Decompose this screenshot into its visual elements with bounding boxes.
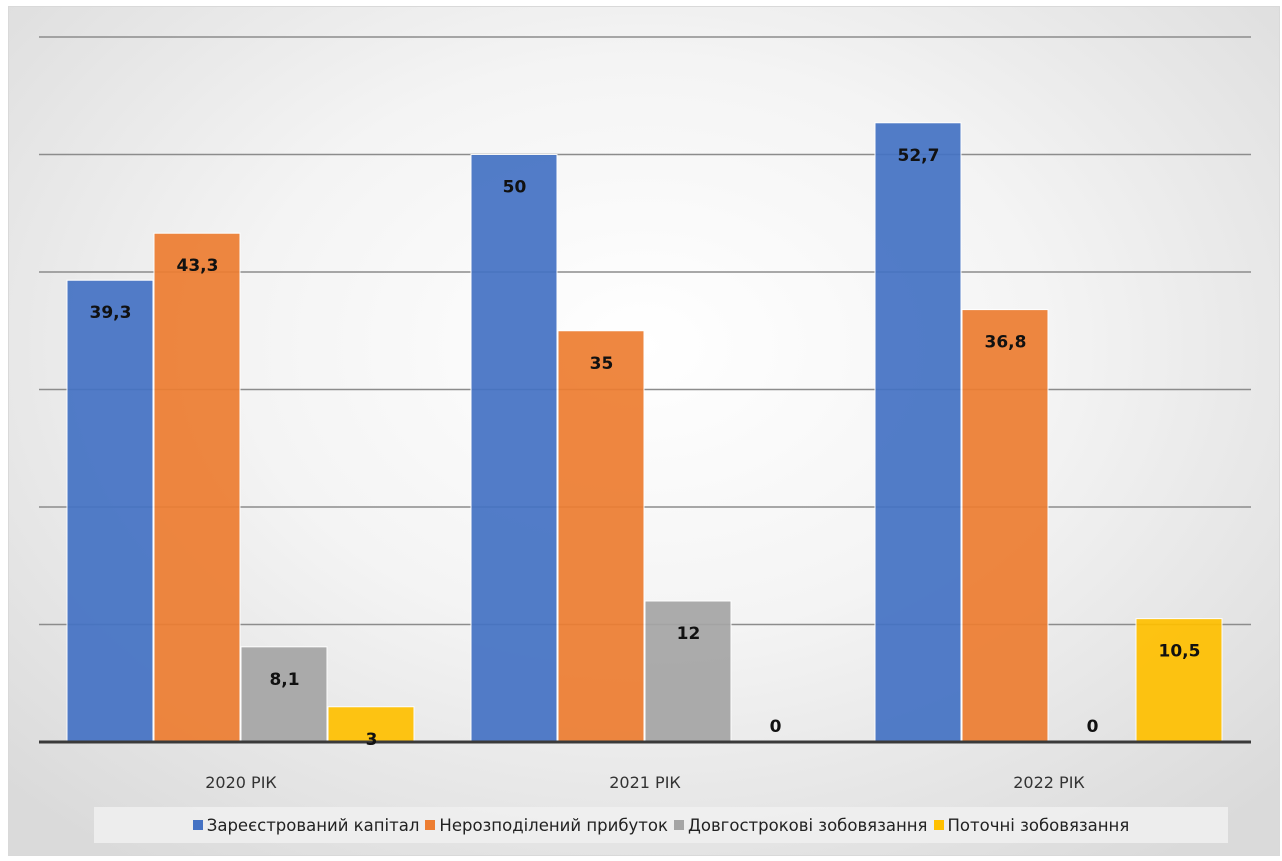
bar [470,154,558,743]
data-label: 52,7 [898,146,940,166]
chart-area: 2020 РІК 2021 РІК 2022 РІК 39,3 43,3 8,1 3 50 3… [8,6,1280,856]
legend-swatch [933,820,944,830]
legend-label: Поточні зобовязання [947,815,1130,835]
legend-swatch [673,820,684,830]
x-tick-label: 2021 РІК [609,773,681,792]
data-label: 12 [677,624,701,644]
legend-item: Зареєстрований капітал [192,815,420,835]
data-label: 10,5 [1159,642,1201,662]
bar [961,309,1049,743]
data-label: 8,1 [269,670,299,690]
bar [557,330,645,743]
bar [874,122,962,743]
bar [240,646,328,743]
x-axis: 2020 РІК 2021 РІК 2022 РІК [39,740,1251,792]
gridlines [39,36,1251,626]
legend-item: Нерозподілений прибуток [425,816,668,835]
data-label: 39,3 [90,303,132,323]
legend-swatch [192,820,203,830]
data-label: 0 [770,717,782,737]
legend-label: Нерозподілений прибуток [439,815,668,835]
x-tick-label: 2020 РІК [205,773,277,792]
bar [644,600,732,743]
data-label: 3 [366,730,378,750]
data-label: 50 [503,178,527,198]
data-label: 36,8 [985,333,1027,353]
x-tick-label: 2022 РІК [1013,773,1085,792]
data-label: 43,3 [177,256,219,276]
data-labels: 39,3 43,3 8,1 3 50 35 12 0 52,7 36,8 0 10,5 [90,146,1201,750]
legend-item: Довгострокові зобовязання [673,815,928,835]
legend-swatch [425,820,436,830]
data-label: 35 [590,354,614,374]
data-label: 0 [1087,717,1099,737]
bar [153,232,241,743]
bar-chart: 2020 РІК 2021 РІК 2022 РІК 39,343,38,13503… [39,36,1251,792]
bar [66,279,154,743]
bar [1135,618,1223,743]
legend-label: Довгострокові зобовязання [687,815,928,835]
legend: Зареєстрований капітал Нерозподілений пр… [94,807,1228,843]
legend-label: Зареєстрований капітал [206,815,420,835]
bars [66,122,1223,743]
legend-item: Поточні зобовязання [933,815,1130,835]
